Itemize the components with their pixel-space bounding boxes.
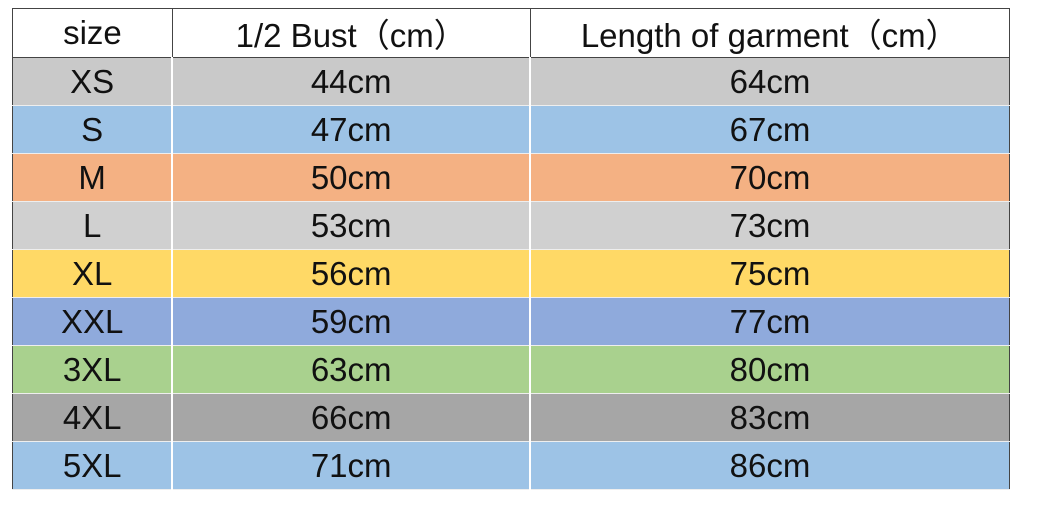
measure-cell: 56cm (171, 249, 531, 298)
measure-cell: 86cm (529, 441, 1010, 490)
measure-cell: 67cm (529, 105, 1010, 154)
header-row: size 1/2 Bust（cm） Length of garment（cm） (12, 8, 1010, 58)
table-row: XS 44cm 64cm (12, 57, 1010, 106)
measure-cell: 75cm (529, 249, 1010, 298)
size-cell: L (12, 201, 174, 250)
table-row: XL 56cm 75cm (12, 249, 1010, 298)
size-cell: XXL (12, 297, 174, 346)
table-row: 3XL 63cm 80cm (12, 345, 1010, 394)
size-cell: S (12, 105, 174, 154)
table-body: XS 44cm 64cm S 47cm 67cm M 50cm 70cm L 53cm 73cm XL 5… (12, 57, 1010, 490)
measure-cell: 50cm (171, 153, 531, 202)
measure-cell: 63cm (171, 345, 531, 394)
measure-cell: 66cm (171, 393, 531, 442)
measure-cell: 77cm (529, 297, 1010, 346)
table-row: M 50cm 70cm (12, 153, 1010, 202)
header-cell: size (12, 8, 173, 58)
size-cell: XS (12, 57, 174, 106)
measure-cell: 73cm (529, 201, 1010, 250)
size-cell: M (12, 153, 174, 202)
size-cell: 3XL (12, 345, 174, 394)
measure-cell: 71cm (171, 441, 531, 490)
table-row: XXL 59cm 77cm (12, 297, 1010, 346)
table-row: 5XL 71cm 86cm (12, 441, 1010, 490)
size-cell: 5XL (12, 441, 174, 490)
measure-cell: 53cm (171, 201, 531, 250)
table-row: S 47cm 67cm (12, 105, 1010, 154)
size-table: size 1/2 Bust（cm） Length of garment（cm） … (12, 8, 1010, 490)
measure-cell: 70cm (529, 153, 1010, 202)
measure-cell: 44cm (171, 57, 531, 106)
table-row: 4XL 66cm 83cm (12, 393, 1010, 442)
header-cell: Length of garment（cm） (529, 8, 1010, 58)
measure-cell: 47cm (171, 105, 531, 154)
measure-cell: 80cm (529, 345, 1010, 394)
measure-cell: 59cm (171, 297, 531, 346)
size-cell: XL (12, 249, 174, 298)
measure-cell: 83cm (529, 393, 1010, 442)
header-cell: 1/2 Bust（cm） (171, 8, 531, 58)
measure-cell: 64cm (529, 57, 1010, 106)
table-header: size 1/2 Bust（cm） Length of garment（cm） (12, 8, 1010, 58)
table-row: L 53cm 73cm (12, 201, 1010, 250)
size-cell: 4XL (12, 393, 174, 442)
